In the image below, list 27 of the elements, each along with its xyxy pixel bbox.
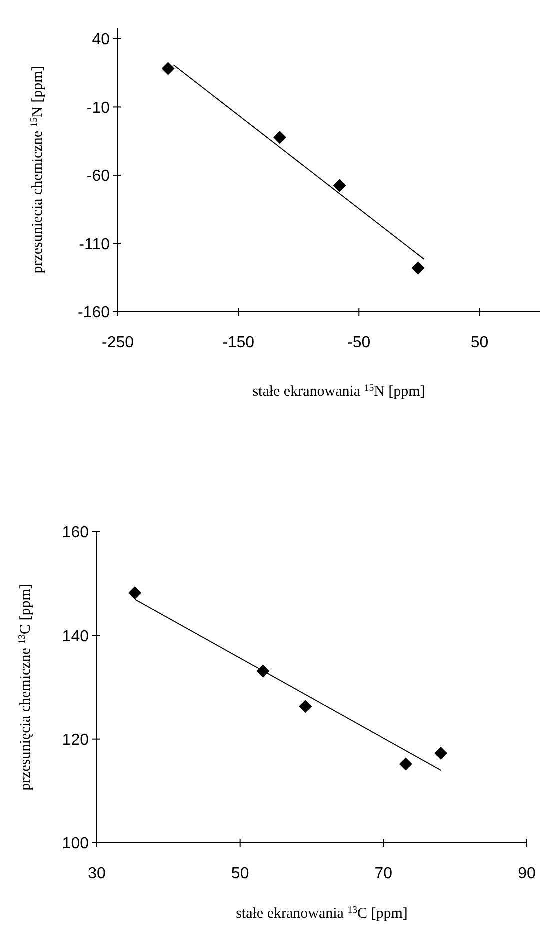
- x-axis-title: stałe ekranowania $^{13}$C [ppm]: [236, 904, 408, 922]
- point: [128, 586, 142, 600]
- y-tick-label: 120: [62, 732, 90, 749]
- y-tick-label: -60: [86, 168, 110, 186]
- point: [333, 179, 346, 192]
- y-tick-label: -110: [79, 236, 110, 254]
- point: [434, 746, 448, 760]
- x-tick-label: 50: [231, 866, 250, 883]
- x-tick-label: 30: [88, 866, 106, 883]
- y-tick-label: 160: [62, 524, 90, 542]
- point: [412, 262, 425, 275]
- y-tick-label: -10: [86, 100, 110, 117]
- y-tick-label: 40: [92, 32, 110, 49]
- y-tick-label: -160: [78, 304, 110, 322]
- point: [162, 62, 175, 76]
- point: [274, 131, 287, 144]
- x-tick-label: 90: [518, 866, 536, 883]
- y-tick-label: 140: [62, 628, 90, 646]
- x-tick-label: -50: [348, 334, 371, 352]
- x-tick-label: -150: [222, 334, 255, 352]
- y-tick-label: 100: [62, 836, 90, 853]
- point: [399, 758, 412, 771]
- point: [299, 700, 312, 714]
- x-tick-label: -250: [102, 334, 134, 352]
- x-tick-label: 50: [470, 334, 489, 352]
- x-tick-label: 70: [374, 866, 393, 883]
- x-axis-title: stałe ekranowania $^{15}$N [ppm]: [252, 382, 426, 400]
